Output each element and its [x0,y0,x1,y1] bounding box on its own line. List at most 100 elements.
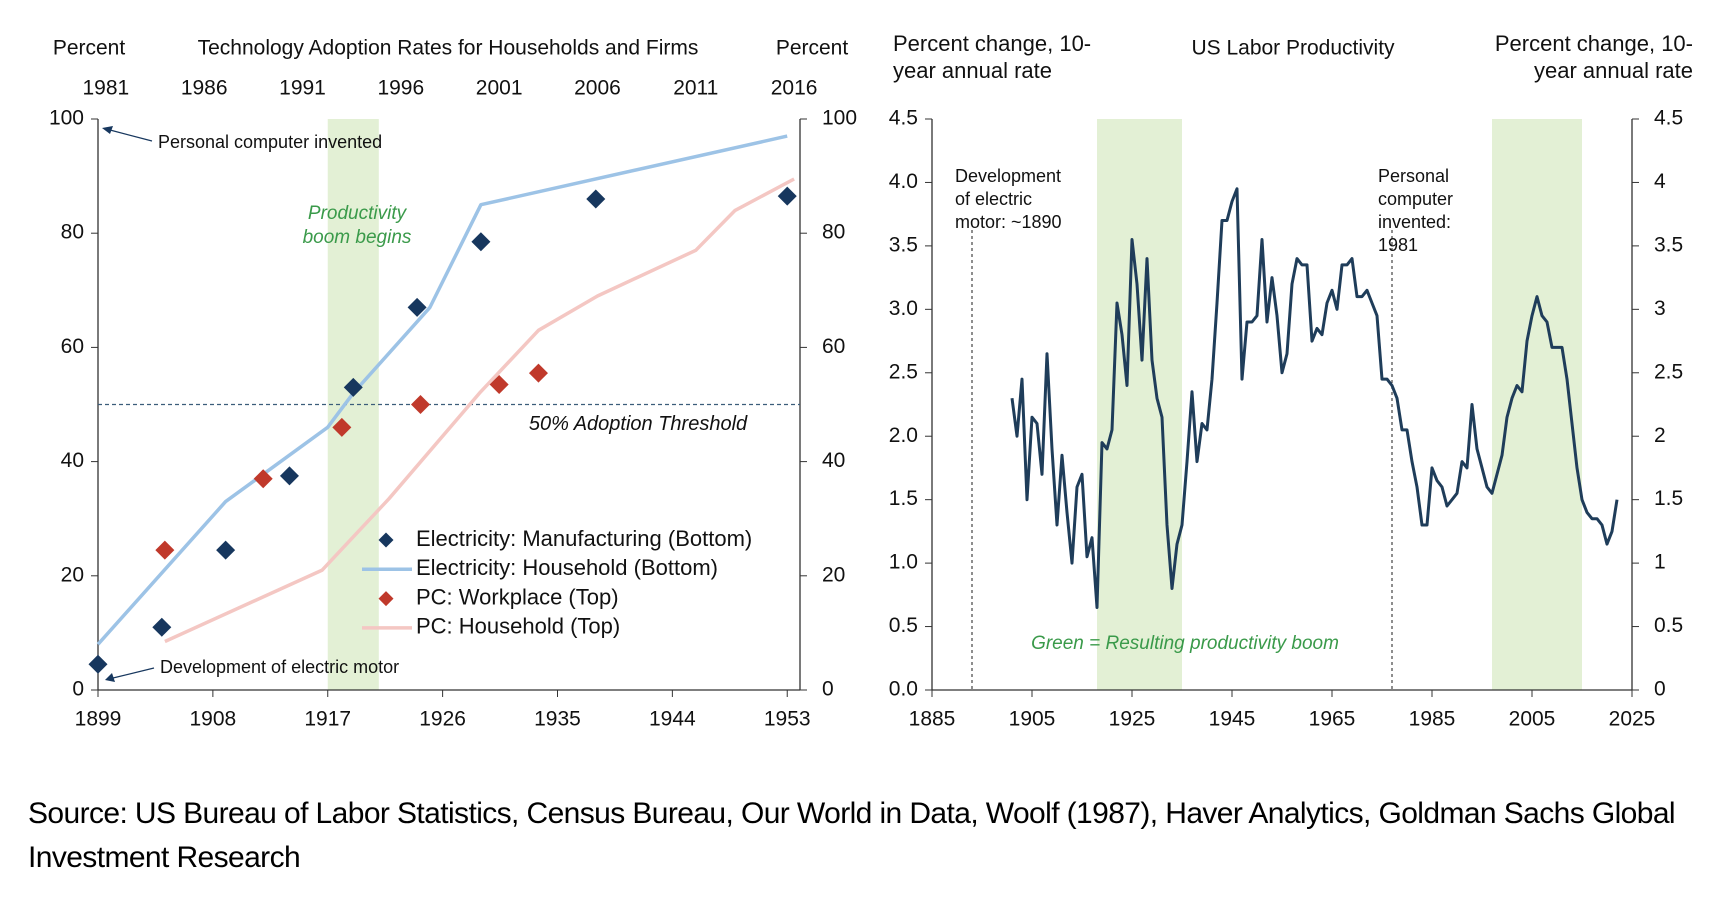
y-tick-label: 80 [61,221,84,244]
x-tick-label: 2005 [1509,708,1556,731]
legend-label: Electricity: Manufacturing (Bottom) [416,526,752,551]
y-tick-label: 0 [72,678,84,701]
scatter-point [528,363,548,383]
y-tick-label: 1.5 [889,487,918,510]
x-tick-label: 1926 [419,708,466,731]
annotation-arrowhead [105,673,115,682]
x2-tick-label: 1991 [279,77,326,100]
annotation: Development of electric motor [160,657,399,677]
y-tick-label: 3.5 [889,233,918,256]
y-tick-label: 20 [61,563,84,586]
y2-tick-label: 20 [822,563,845,586]
scatter-point [152,617,172,637]
y2-tick-label: 80 [822,221,845,244]
y2-tick-label: 3 [1654,297,1666,320]
annotation: Green = Resulting productivity boom [1031,633,1339,654]
y2-tick-label: 0.5 [1654,614,1683,637]
y-tick-label: 0.0 [889,678,918,701]
x-tick-label: 1885 [909,708,956,731]
legend-label: PC: Household (Top) [416,614,620,639]
annotation: Development of electric motor: ~1890 [955,166,1062,232]
chart-title: US Labor Productivity [1191,37,1395,60]
y-axis-label: Percent change, 10-year annual rate [893,31,1092,83]
scatter-point [586,189,606,209]
y2-axis-label: Percent change, 10-year annual rate [1494,31,1693,83]
y2-tick-label: 100 [822,107,857,130]
y2-tick-label: 4 [1654,170,1666,193]
scatter-point [343,377,363,397]
x2-tick-label: 1996 [377,77,424,100]
x2-tick-label: 2001 [476,77,523,100]
x-tick-label: 1953 [764,708,811,731]
annotation-arrow [112,667,155,679]
x2-tick-label: 2006 [574,77,621,100]
y-tick-label: 3.0 [889,297,918,320]
x2-tick-label: 1981 [83,77,130,100]
y-tick-label: 40 [61,449,84,472]
line-series [1010,187,1619,609]
y-tick-label: 60 [61,335,84,358]
scatter-point [253,469,273,489]
y-tick-label: 4.5 [889,107,918,130]
shaded-region [1492,119,1582,690]
scatter-point [777,186,797,206]
y2-tick-label: 4.5 [1654,107,1683,130]
y2-axis-label: Percent [776,37,849,60]
scatter-point [332,417,352,437]
annotation-arrowhead [102,126,113,134]
x-tick-label: 1899 [75,708,122,731]
x-tick-label: 1905 [1009,708,1056,731]
scatter-point [471,232,491,252]
y2-tick-label: 1.5 [1654,487,1683,510]
scatter-point [155,540,175,560]
x-tick-label: 2025 [1609,708,1656,731]
x-tick-label: 1908 [190,708,237,731]
x-tick-label: 1935 [534,708,581,731]
y2-tick-label: 3.5 [1654,233,1683,256]
annotation-arrow [109,129,153,142]
y2-tick-label: 2 [1654,424,1666,447]
shaded-region [1097,119,1182,690]
x-tick-label: 1985 [1409,708,1456,731]
x-tick-label: 1917 [304,708,351,731]
scatter-point [407,297,427,317]
annotation: Productivity boom begins [302,203,412,248]
legend-label: PC: Workplace (Top) [416,584,619,609]
x-tick-label: 1945 [1209,708,1256,731]
y-tick-label: 0.5 [889,614,918,637]
y-axis-label: Percent [53,37,126,60]
x-tick-label: 1944 [649,708,696,731]
chart-title: Technology Adoption Rates for Households… [198,37,699,60]
legend-marker [378,591,394,607]
x2-tick-label: 1986 [181,77,228,100]
y-tick-label: 2.0 [889,424,918,447]
y2-tick-label: 60 [822,335,845,358]
source-note: Source: US Bureau of Labor Statistics, C… [28,797,1676,874]
y2-tick-label: 1 [1654,551,1666,574]
scatter-point [279,466,299,486]
scatter-point [216,540,236,560]
legend-marker [378,532,394,548]
y-tick-label: 100 [49,107,84,130]
scatter-point [410,395,430,414]
y2-tick-label: 40 [822,449,845,472]
x-tick-label: 1965 [1309,708,1356,731]
scatter-point [88,654,108,674]
y2-tick-label: 0 [822,678,834,701]
y-tick-label: 2.5 [889,360,918,383]
y2-tick-label: 0 [1654,678,1666,701]
line-series [164,177,795,644]
scatter-point [489,375,509,395]
legend-label: Electricity: Household (Bottom) [416,555,718,580]
threshold-label: 50% Adoption Threshold [529,413,748,435]
annotation: Personal computer invented [158,132,382,152]
y-tick-label: 4.0 [889,170,918,193]
x2-tick-label: 2016 [771,77,818,100]
y-tick-label: 1.0 [889,551,918,574]
y2-tick-label: 2.5 [1654,360,1683,383]
x-tick-label: 1925 [1109,708,1156,731]
x2-tick-label: 2011 [673,77,718,100]
annotation: Personal computer invented: 1981 [1378,166,1454,255]
